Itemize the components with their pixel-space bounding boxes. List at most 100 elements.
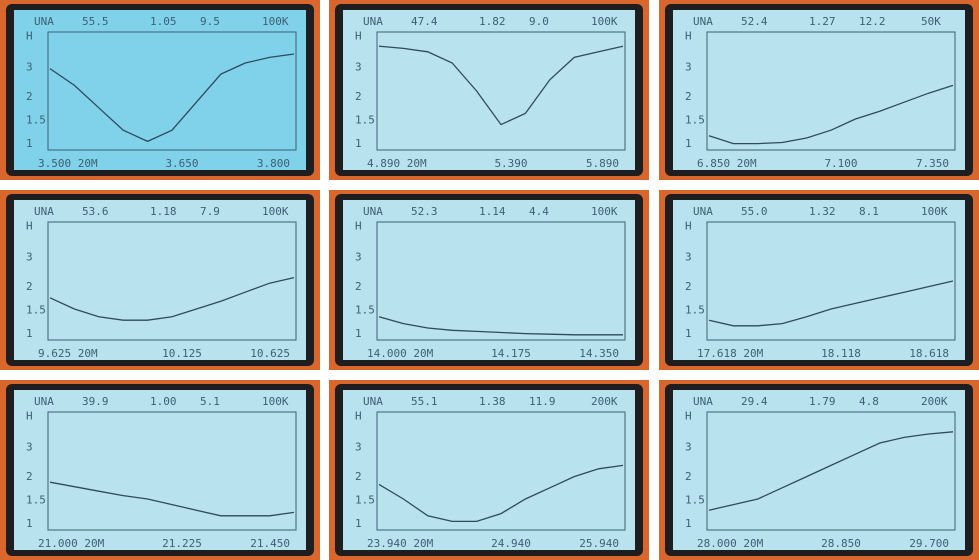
y-label: H (26, 410, 33, 423)
header-value: 1.38 (479, 395, 506, 408)
header-value: 55.1 (411, 395, 438, 408)
header-value: UNA (34, 395, 54, 408)
header-value: 1.82 (479, 15, 506, 28)
header-value: 52.4 (741, 15, 768, 28)
lcd (343, 200, 635, 360)
lcd (14, 10, 306, 170)
lcd (673, 10, 965, 170)
x-label: 14.000 20M (367, 347, 434, 360)
x-label: 28.850 (821, 537, 861, 550)
header-value: 100K (262, 395, 289, 408)
header-value: 1.32 (809, 205, 836, 218)
y-label: 1.5 (355, 114, 375, 127)
x-label: 10.125 (162, 347, 202, 360)
y-label: 3 (355, 440, 362, 453)
header-value: UNA (363, 395, 383, 408)
x-label: 18.618 (909, 347, 949, 360)
header-value: UNA (363, 205, 383, 218)
y-label: 2 (26, 470, 33, 483)
y-label: 1.5 (355, 304, 375, 317)
x-label: 4.890 20M (367, 157, 427, 170)
lcd (343, 10, 635, 170)
y-label: 3 (26, 440, 33, 453)
x-label: 25.940 (579, 537, 619, 550)
y-label: 1 (26, 327, 33, 340)
header-value: 100K (591, 15, 618, 28)
header-value: 1.00 (150, 395, 177, 408)
y-label: 1 (355, 327, 362, 340)
y-label: 1 (355, 517, 362, 530)
header-value: 55.0 (741, 205, 768, 218)
header-value: 9.5 (200, 15, 220, 28)
y-label: 2 (355, 470, 362, 483)
header-value: 50K (921, 15, 941, 28)
lcd (14, 200, 306, 360)
y-label: 2 (355, 280, 362, 293)
y-label: 1.5 (26, 304, 46, 317)
x-label: 6.850 20M (697, 157, 757, 170)
y-label: 1 (355, 137, 362, 150)
x-label: 24.940 (491, 537, 531, 550)
lcd (14, 390, 306, 550)
analyzer-screen: UNA55.51.059.5100KH321.513.500 20M3.6503… (0, 0, 320, 180)
y-label: 2 (355, 90, 362, 103)
x-label: 5.390 (494, 157, 527, 170)
x-label: 9.625 20M (38, 347, 98, 360)
header-value: 9.0 (529, 15, 549, 28)
y-label: 2 (685, 280, 692, 293)
header-value: 53.6 (82, 205, 109, 218)
y-label: 3 (355, 60, 362, 73)
x-label: 18.118 (821, 347, 861, 360)
y-label: 1.5 (355, 494, 375, 507)
x-label: 5.890 (586, 157, 619, 170)
y-label: 1 (685, 517, 692, 530)
header-value: 11.9 (529, 395, 556, 408)
header-value: 12.2 (859, 15, 886, 28)
y-label: H (355, 30, 362, 43)
header-value: 100K (262, 205, 289, 218)
y-label: 1 (26, 517, 33, 530)
y-label: 3 (685, 440, 692, 453)
y-label: 3 (26, 250, 33, 263)
header-value: 1.27 (809, 15, 836, 28)
header-value: UNA (693, 395, 713, 408)
header-value: 200K (921, 395, 948, 408)
y-label: 3 (355, 250, 362, 263)
x-label: 10.625 (250, 347, 290, 360)
lcd (343, 390, 635, 550)
page: {"y_labels": ["H", "3", "2", "1.5", "1"]… (0, 0, 979, 560)
y-label: 2 (26, 280, 33, 293)
y-label: 2 (685, 470, 692, 483)
header-value: 1.79 (809, 395, 836, 408)
header-value: 1.18 (150, 205, 177, 218)
analyzer-screen: UNA55.01.328.1100KH321.5117.618 20M18.11… (659, 190, 979, 370)
header-value: UNA (34, 15, 54, 28)
header-value: 100K (591, 205, 618, 218)
x-label: 23.940 20M (367, 537, 434, 550)
y-label: 1.5 (685, 114, 705, 127)
header-value: 7.9 (200, 205, 220, 218)
header-value: 200K (591, 395, 618, 408)
lcd (673, 200, 965, 360)
y-label: H (685, 220, 692, 233)
analyzer-screen: UNA47.41.829.0100KH321.514.890 20M5.3905… (329, 0, 649, 180)
x-label: 21.000 20M (38, 537, 105, 550)
header-value: 4.8 (859, 395, 879, 408)
header-value: UNA (363, 15, 383, 28)
y-label: 3 (685, 250, 692, 263)
header-value: 39.9 (82, 395, 109, 408)
x-label: 3.650 (165, 157, 198, 170)
header-value: 100K (262, 15, 289, 28)
header-value: 55.5 (82, 15, 109, 28)
x-label: 21.225 (162, 537, 202, 550)
header-value: UNA (693, 15, 713, 28)
y-label: 1.5 (685, 494, 705, 507)
x-label: 7.350 (916, 157, 949, 170)
y-label: H (685, 410, 692, 423)
x-label: 28.000 20M (697, 537, 764, 550)
y-label: 1 (685, 327, 692, 340)
y-label: H (26, 220, 33, 233)
